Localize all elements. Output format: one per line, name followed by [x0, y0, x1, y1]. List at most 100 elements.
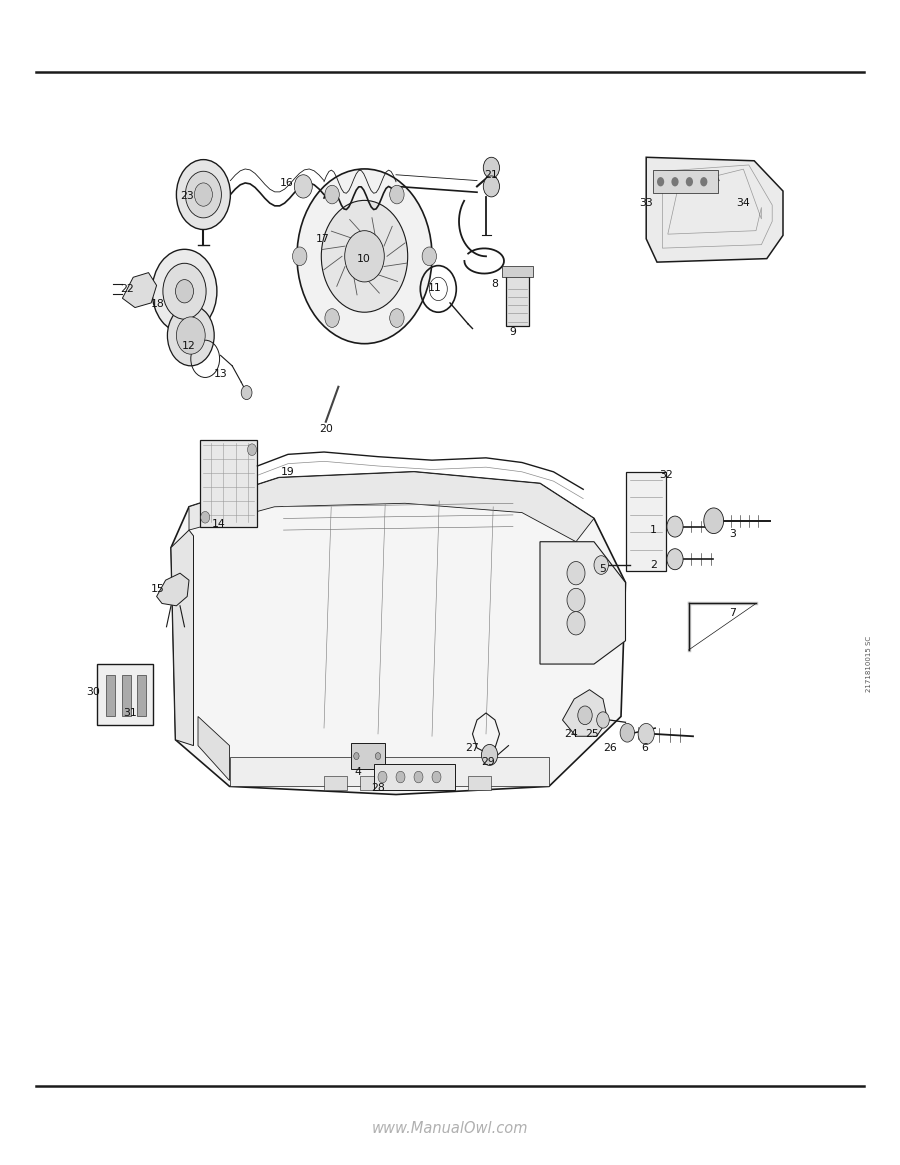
Circle shape	[483, 176, 500, 197]
Polygon shape	[171, 472, 625, 795]
Text: 23: 23	[180, 191, 194, 200]
Bar	[506, 275, 529, 326]
Text: 1: 1	[650, 525, 657, 535]
Text: 9: 9	[509, 327, 517, 337]
Text: 21: 21	[484, 170, 499, 179]
Text: 12: 12	[182, 341, 196, 351]
Text: 32: 32	[659, 471, 673, 480]
Circle shape	[704, 508, 724, 534]
Polygon shape	[626, 472, 666, 571]
Circle shape	[567, 562, 585, 585]
Text: 19: 19	[281, 467, 295, 476]
Circle shape	[185, 171, 221, 218]
Circle shape	[686, 177, 693, 186]
Text: 2: 2	[650, 560, 657, 570]
Circle shape	[483, 157, 500, 178]
Circle shape	[152, 249, 217, 333]
Polygon shape	[540, 542, 626, 664]
Circle shape	[325, 185, 339, 204]
Text: 22: 22	[120, 284, 134, 294]
Bar	[324, 776, 346, 790]
Polygon shape	[562, 690, 608, 736]
Text: 18: 18	[150, 299, 165, 309]
Circle shape	[396, 771, 405, 783]
Circle shape	[294, 175, 312, 198]
Circle shape	[567, 588, 585, 612]
Circle shape	[390, 309, 404, 327]
Circle shape	[201, 511, 210, 523]
Circle shape	[292, 247, 307, 266]
Text: 8: 8	[491, 280, 499, 289]
Bar	[351, 743, 385, 769]
Text: 33: 33	[639, 198, 653, 207]
Circle shape	[325, 309, 339, 327]
Circle shape	[345, 231, 384, 282]
Text: 30: 30	[86, 687, 101, 697]
Text: 15: 15	[150, 585, 165, 594]
Text: 14: 14	[212, 520, 226, 529]
Text: 3: 3	[729, 529, 736, 538]
Circle shape	[638, 723, 654, 744]
Bar	[502, 266, 533, 277]
Bar	[468, 776, 490, 790]
Circle shape	[167, 305, 214, 366]
Circle shape	[241, 386, 252, 400]
Bar	[122, 675, 130, 716]
Circle shape	[657, 177, 664, 186]
Text: 16: 16	[279, 178, 293, 188]
Circle shape	[422, 247, 436, 266]
Text: 34: 34	[736, 198, 751, 207]
Circle shape	[390, 185, 404, 204]
Bar	[106, 675, 115, 716]
Text: 4: 4	[355, 768, 362, 777]
Circle shape	[248, 444, 256, 456]
Bar	[137, 675, 146, 716]
Circle shape	[176, 280, 194, 303]
Circle shape	[567, 612, 585, 635]
Bar	[396, 776, 418, 790]
Circle shape	[700, 177, 707, 186]
Text: 27: 27	[465, 743, 480, 753]
Polygon shape	[198, 716, 230, 781]
Text: www.ManualOwl.com: www.ManualOwl.com	[372, 1122, 528, 1136]
Text: 31: 31	[122, 708, 137, 718]
Bar	[653, 170, 718, 193]
Text: 17: 17	[315, 234, 329, 243]
Polygon shape	[157, 573, 189, 606]
Circle shape	[321, 200, 408, 312]
Bar	[360, 776, 382, 790]
Text: 6: 6	[641, 743, 648, 753]
Circle shape	[620, 723, 634, 742]
Circle shape	[667, 516, 683, 537]
Text: 20: 20	[319, 424, 333, 433]
Text: 13: 13	[213, 369, 228, 379]
Bar	[432, 776, 454, 790]
Text: 25: 25	[585, 729, 599, 739]
Polygon shape	[97, 664, 153, 725]
Bar	[374, 764, 454, 790]
Circle shape	[163, 263, 206, 319]
Text: 26: 26	[603, 743, 617, 753]
Circle shape	[378, 771, 387, 783]
Text: 10: 10	[356, 254, 371, 263]
Text: 2171810015 SC: 2171810015 SC	[867, 636, 872, 692]
Circle shape	[594, 556, 608, 574]
Circle shape	[375, 753, 381, 760]
Text: 29: 29	[481, 757, 495, 767]
Circle shape	[432, 771, 441, 783]
Circle shape	[414, 771, 423, 783]
Text: 5: 5	[599, 564, 607, 573]
Circle shape	[176, 317, 205, 354]
Circle shape	[194, 183, 212, 206]
Polygon shape	[200, 440, 257, 527]
Polygon shape	[189, 472, 594, 542]
Polygon shape	[122, 273, 157, 308]
Polygon shape	[646, 157, 783, 262]
Circle shape	[482, 744, 498, 765]
Text: 7: 7	[729, 608, 736, 617]
Circle shape	[671, 177, 679, 186]
Circle shape	[176, 160, 230, 230]
Polygon shape	[230, 757, 549, 786]
Text: 24: 24	[564, 729, 579, 739]
Circle shape	[578, 706, 592, 725]
